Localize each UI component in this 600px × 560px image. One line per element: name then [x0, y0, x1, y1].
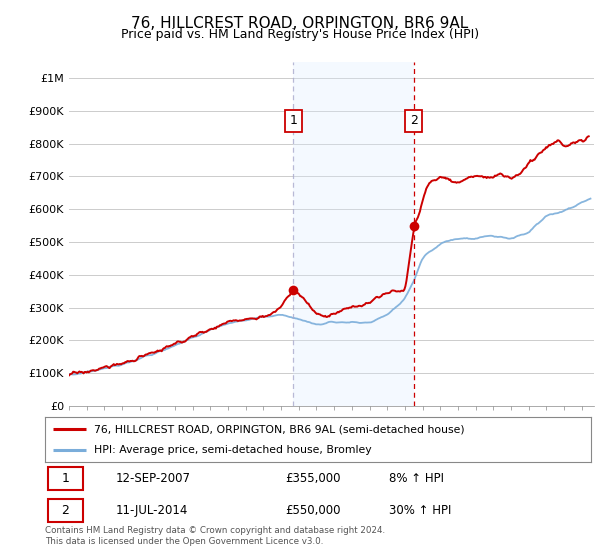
- Text: 11-JUL-2014: 11-JUL-2014: [116, 503, 188, 516]
- FancyBboxPatch shape: [48, 467, 83, 490]
- Text: £355,000: £355,000: [285, 472, 341, 485]
- Text: Contains HM Land Registry data © Crown copyright and database right 2024.
This d: Contains HM Land Registry data © Crown c…: [45, 526, 385, 546]
- Text: Price paid vs. HM Land Registry's House Price Index (HPI): Price paid vs. HM Land Registry's House …: [121, 28, 479, 41]
- Text: 1: 1: [62, 472, 70, 485]
- Text: 8% ↑ HPI: 8% ↑ HPI: [389, 472, 444, 485]
- Text: £550,000: £550,000: [285, 503, 341, 516]
- Text: 12-SEP-2007: 12-SEP-2007: [116, 472, 191, 485]
- Text: 30% ↑ HPI: 30% ↑ HPI: [389, 503, 451, 516]
- Text: 76, HILLCREST ROAD, ORPINGTON, BR6 9AL (semi-detached house): 76, HILLCREST ROAD, ORPINGTON, BR6 9AL (…: [94, 424, 465, 435]
- FancyBboxPatch shape: [48, 498, 83, 521]
- Bar: [293, 62, 413, 406]
- Text: 2: 2: [410, 114, 418, 127]
- Text: 1: 1: [290, 114, 298, 127]
- Text: HPI: Average price, semi-detached house, Bromley: HPI: Average price, semi-detached house,…: [94, 445, 372, 455]
- Text: 76, HILLCREST ROAD, ORPINGTON, BR6 9AL: 76, HILLCREST ROAD, ORPINGTON, BR6 9AL: [131, 16, 469, 31]
- Text: 2: 2: [62, 503, 70, 516]
